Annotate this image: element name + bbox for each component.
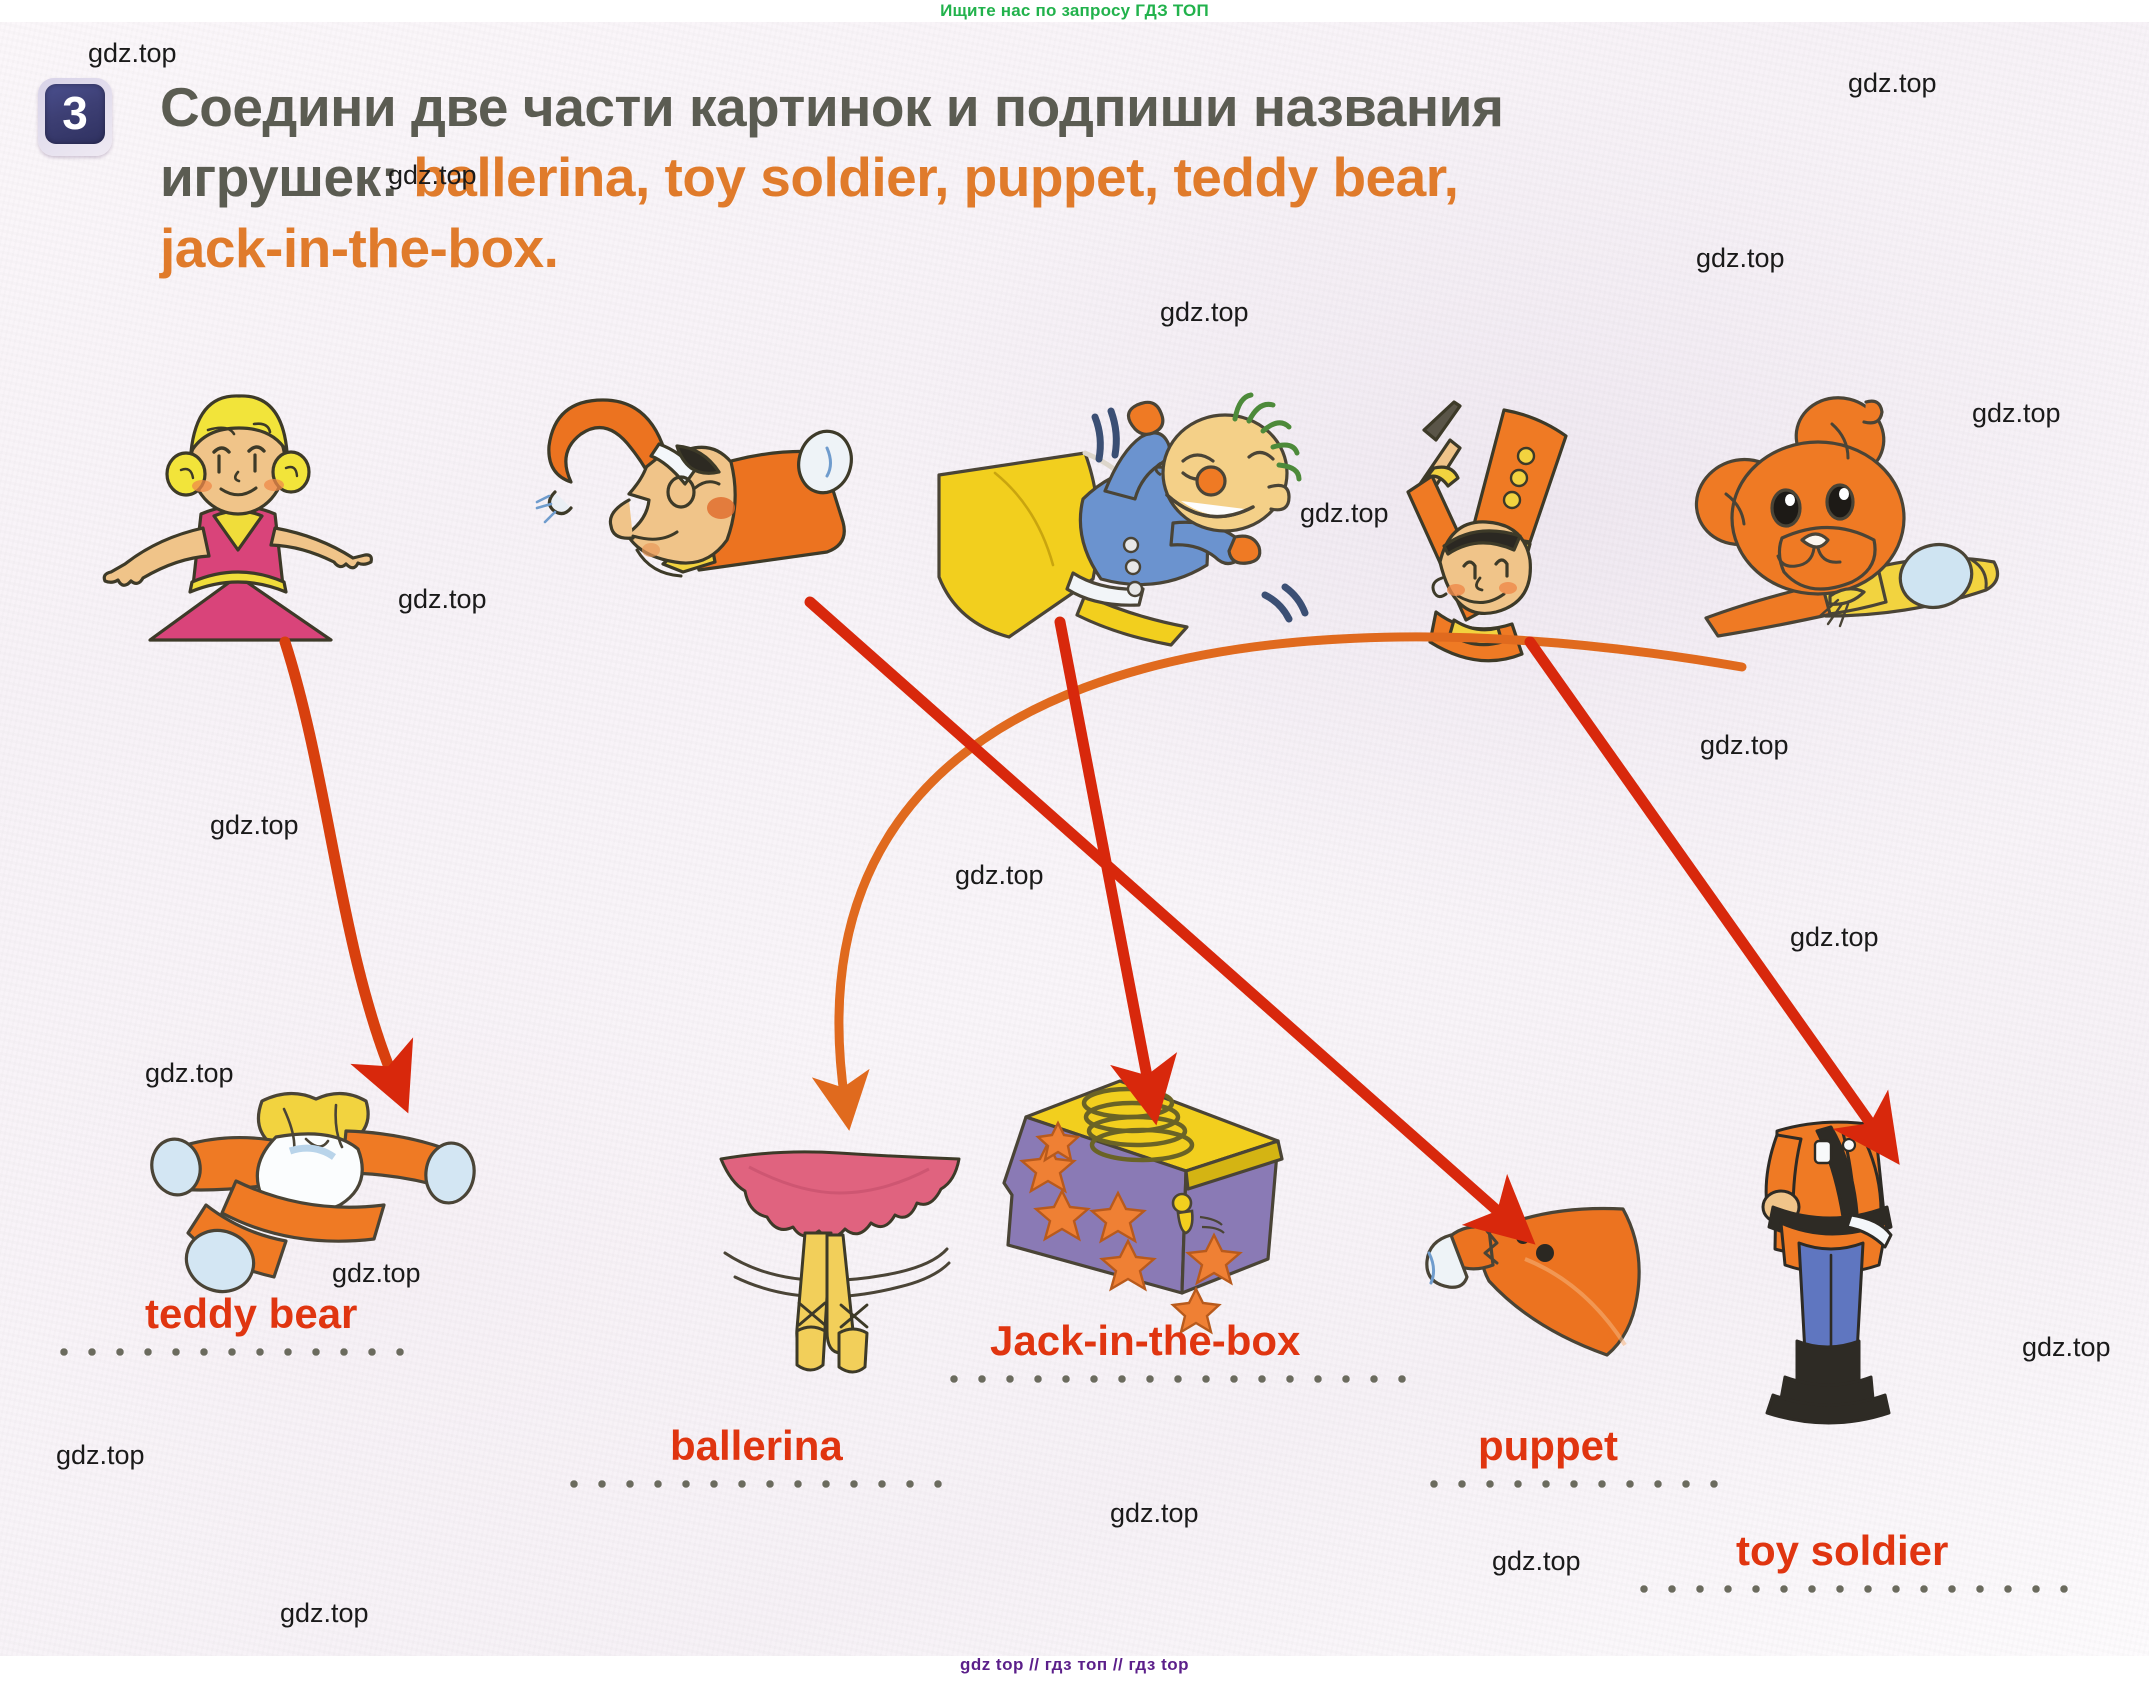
answer-word: toy soldier <box>1736 1527 1949 1574</box>
soldier-bottom-illustration <box>1761 1120 1893 1425</box>
task-number: 3 <box>62 87 88 139</box>
ballerina-bottom-illustration <box>719 1150 961 1374</box>
answer-puppet[interactable]: puppet <box>1420 1425 1730 1491</box>
jack-top-illustration <box>937 392 1309 647</box>
instruction-line-2: игрушек: ballerina, toy soldier, puppet,… <box>160 142 2090 212</box>
picture-piece-soldier-top[interactable] <box>1380 400 1660 680</box>
answer-ballerina[interactable]: ballerina <box>560 1425 960 1491</box>
picture-piece-puppet-top[interactable] <box>525 398 865 650</box>
task-number-badge: 3 <box>38 78 112 156</box>
badge-inner <box>45 84 105 144</box>
answer-dotted-line[interactable] <box>50 1345 410 1359</box>
task-instruction: Соедини две части картинок и подпиши наз… <box>160 72 2090 283</box>
teddy-top-illustration <box>1694 396 2000 638</box>
answer-dotted-line[interactable] <box>940 1372 1410 1386</box>
puppet-top-illustration <box>535 398 853 578</box>
instruction-ru-prefix: игрушек: <box>160 146 414 209</box>
ballerina-top-illustration <box>102 394 373 642</box>
answer-dotted-line[interactable] <box>1630 1582 2075 1596</box>
jack-bottom-illustration <box>1002 1079 1284 1335</box>
word-bank-line-1: ballerina, toy soldier, puppet, teddy be… <box>413 146 1459 209</box>
answer-toy-soldier[interactable]: toy soldier <box>1630 1530 2075 1596</box>
soldier-top-illustration <box>1406 400 1568 663</box>
answer-word: puppet <box>1478 1422 1618 1469</box>
picture-piece-teddy-bottom[interactable] <box>150 1085 480 1305</box>
puppet-bottom-illustration <box>1425 1206 1641 1357</box>
picture-piece-jack-top[interactable] <box>935 392 1335 670</box>
promo-banner-bottom: gdz top // гдз топ // гдз top <box>959 1655 1190 1674</box>
picture-piece-soldier-bottom[interactable] <box>1755 1115 1965 1425</box>
picture-piece-puppet-bottom[interactable] <box>1395 1175 1665 1375</box>
answer-word: ballerina <box>670 1422 843 1469</box>
answer-dotted-line[interactable] <box>560 1477 960 1491</box>
instruction-line-1: Соедини две части картинок и подпиши наз… <box>160 76 1504 138</box>
teddy-bottom-illustration <box>150 1091 476 1294</box>
promo-banner-top: Ищите нас по запросу ГДЗ ТОП <box>0 0 2149 22</box>
answer-teddy-bear[interactable]: teddy bear <box>50 1293 410 1359</box>
answer-jack-in-the-box[interactable]: Jack-in-the-box <box>940 1320 1410 1386</box>
picture-piece-jack-bottom[interactable] <box>1000 1075 1300 1335</box>
answer-dotted-line[interactable] <box>1420 1477 1730 1491</box>
answer-word: Jack-in-the-box <box>990 1317 1301 1364</box>
picture-piece-ballerina-top[interactable] <box>88 390 388 650</box>
picture-piece-teddy-top[interactable] <box>1690 390 2020 650</box>
picture-piece-ballerina-bottom[interactable] <box>715 1145 965 1385</box>
word-bank-line-2: jack-in-the-box. <box>160 216 559 279</box>
answer-word: teddy bear <box>145 1290 358 1337</box>
